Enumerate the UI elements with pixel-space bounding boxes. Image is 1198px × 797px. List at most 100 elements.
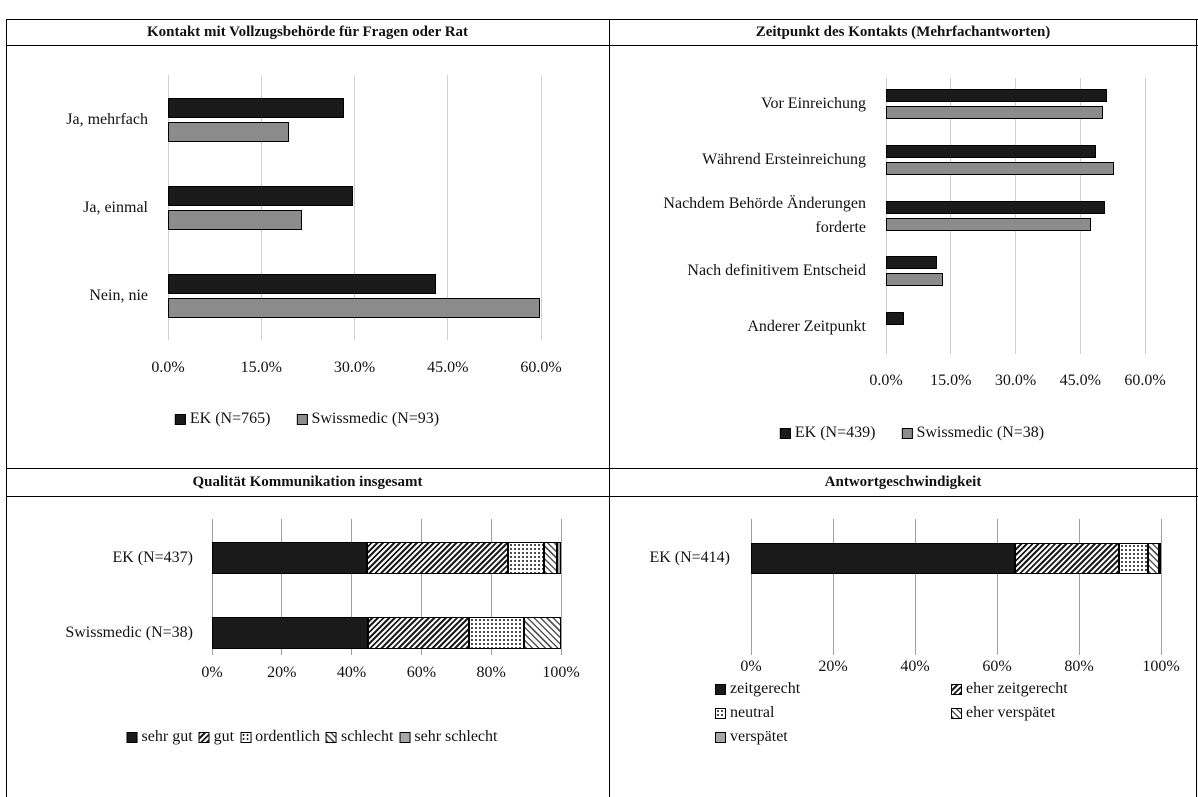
- legend-item: sehr schlecht: [399, 728, 497, 746]
- grid-line: [1078, 519, 1080, 655]
- chart-title: Qualität Kommunikation insgesamt: [192, 474, 423, 490]
- category-label: EK (N=414): [649, 549, 730, 566]
- legend-label: EK (N=765): [189, 410, 271, 427]
- chart-title: Kontakt mit Vollzugsbehörde für Fragen o…: [146, 24, 469, 40]
- bar: [168, 210, 302, 230]
- grid-line: [420, 519, 422, 655]
- x-tick-label: 40%: [336, 664, 367, 681]
- legend-item: Swissmedic (N=93): [296, 410, 439, 428]
- border: [6, 19, 7, 797]
- grid-line: [490, 519, 492, 655]
- legend-label: schlecht: [340, 728, 394, 745]
- legend-label: eher zeitgerecht: [966, 680, 1068, 697]
- category-label: EK (N=437): [112, 549, 193, 566]
- chart-title: Zeitpunkt des Kontakts (Mehrfachantworte…: [755, 24, 1051, 40]
- legend-swatch: [325, 731, 337, 743]
- grid-line: [560, 519, 562, 655]
- bar-segment: [1119, 542, 1149, 574]
- category-label: Ja, einmal: [83, 199, 148, 216]
- x-tick-label: 20%: [267, 664, 297, 681]
- bar-segment: [1148, 542, 1159, 574]
- category-label: Ja, mehrfach: [66, 111, 148, 128]
- x-tick-label: 0%: [740, 658, 762, 675]
- category-label: Während Ersteinreichung: [702, 151, 866, 168]
- bar: [168, 298, 540, 318]
- legend-swatch: [126, 731, 138, 743]
- x-tick-label: 30.0%: [333, 359, 376, 376]
- legend-swatch: [296, 413, 308, 425]
- bar-segment: [544, 542, 558, 574]
- legend-item: verspätet: [715, 728, 788, 746]
- legend-item: Swissmedic (N=38): [901, 424, 1044, 442]
- legend-label: Swissmedic (N=38): [916, 424, 1045, 441]
- bar-segment: [507, 542, 545, 574]
- bar-segment: [557, 542, 561, 574]
- bar: [886, 106, 1103, 119]
- legend-label: Swissmedic (N=93): [311, 410, 440, 427]
- legend-item: neutral: [715, 704, 774, 722]
- border: [6, 468, 1198, 469]
- legend-item: eher verspätet: [951, 704, 1055, 722]
- legend-label: neutral: [730, 704, 775, 721]
- bar-segment: [1158, 542, 1161, 574]
- legend-label: sehr schlecht: [414, 728, 498, 745]
- chart-title: Antwortgeschwindigkeit: [824, 474, 982, 490]
- legend-label: ordentlich: [255, 728, 320, 745]
- category-label: Vor Einreichung: [760, 95, 866, 112]
- category-label: Nach definitivem Entscheid: [687, 262, 866, 279]
- legend-swatch: [715, 731, 726, 743]
- legend: EK (N=439) Swissmedic (N=38): [779, 424, 1044, 442]
- bar: [168, 122, 289, 142]
- x-tick-label: 30.0%: [994, 372, 1037, 389]
- legend-swatch: [240, 731, 252, 743]
- bar: [886, 218, 1092, 231]
- bar-segment: [366, 542, 508, 574]
- grid-line: [885, 78, 887, 354]
- grid-line: [447, 75, 449, 340]
- bar: [886, 89, 1107, 102]
- x-tick-label: 40%: [900, 658, 930, 675]
- legend-item: zeitgerecht: [715, 680, 800, 698]
- legend-swatch: [715, 707, 726, 719]
- bar-segment: [212, 542, 367, 574]
- legend-swatch: [715, 683, 726, 695]
- grid-line: [1144, 78, 1146, 354]
- x-tick-label: 100%: [542, 664, 580, 681]
- bar-segment: [524, 617, 561, 649]
- x-tick-label: 20%: [818, 658, 848, 675]
- category-label: Nachdem Behörde Änderungen forderte: [663, 195, 866, 236]
- grid-line: [354, 75, 355, 340]
- x-tick-label: 15.0%: [240, 359, 282, 376]
- bar-segment: [368, 617, 469, 649]
- grid-line: [281, 519, 283, 655]
- bar: [168, 98, 344, 118]
- grid-line: [750, 519, 752, 655]
- legend-swatch: [779, 427, 791, 439]
- legend-item: schlecht: [325, 728, 394, 746]
- category-label: Anderer Zeitpunkt: [747, 318, 866, 335]
- legend: EK (N=765) Swissmedic (N=93): [174, 410, 439, 428]
- grid-line: [1160, 519, 1162, 655]
- grid-line: [167, 75, 169, 340]
- legend-label: sehr gut: [141, 728, 193, 745]
- legend-swatch: [901, 427, 913, 439]
- grid-line: [211, 519, 213, 655]
- x-tick-label: 60%: [406, 664, 437, 681]
- x-tick-label: 45.0%: [1059, 372, 1101, 389]
- grid-line: [1079, 78, 1081, 354]
- x-tick-label: 80%: [1064, 658, 1094, 675]
- bar: [886, 201, 1105, 214]
- bar-segment: [1015, 542, 1120, 574]
- legend-swatch: [399, 731, 411, 743]
- x-tick-label: 45.0%: [427, 359, 469, 376]
- legend-item: ordentlich: [240, 728, 320, 746]
- bar-segment: [212, 617, 368, 649]
- legend-label: zeitgerecht: [730, 680, 801, 697]
- bar: [168, 186, 353, 206]
- bar: [886, 256, 937, 269]
- legend-item: EK (N=439): [779, 424, 875, 442]
- legend-swatch: [951, 683, 962, 695]
- grid-line: [260, 75, 262, 340]
- border: [6, 45, 1198, 46]
